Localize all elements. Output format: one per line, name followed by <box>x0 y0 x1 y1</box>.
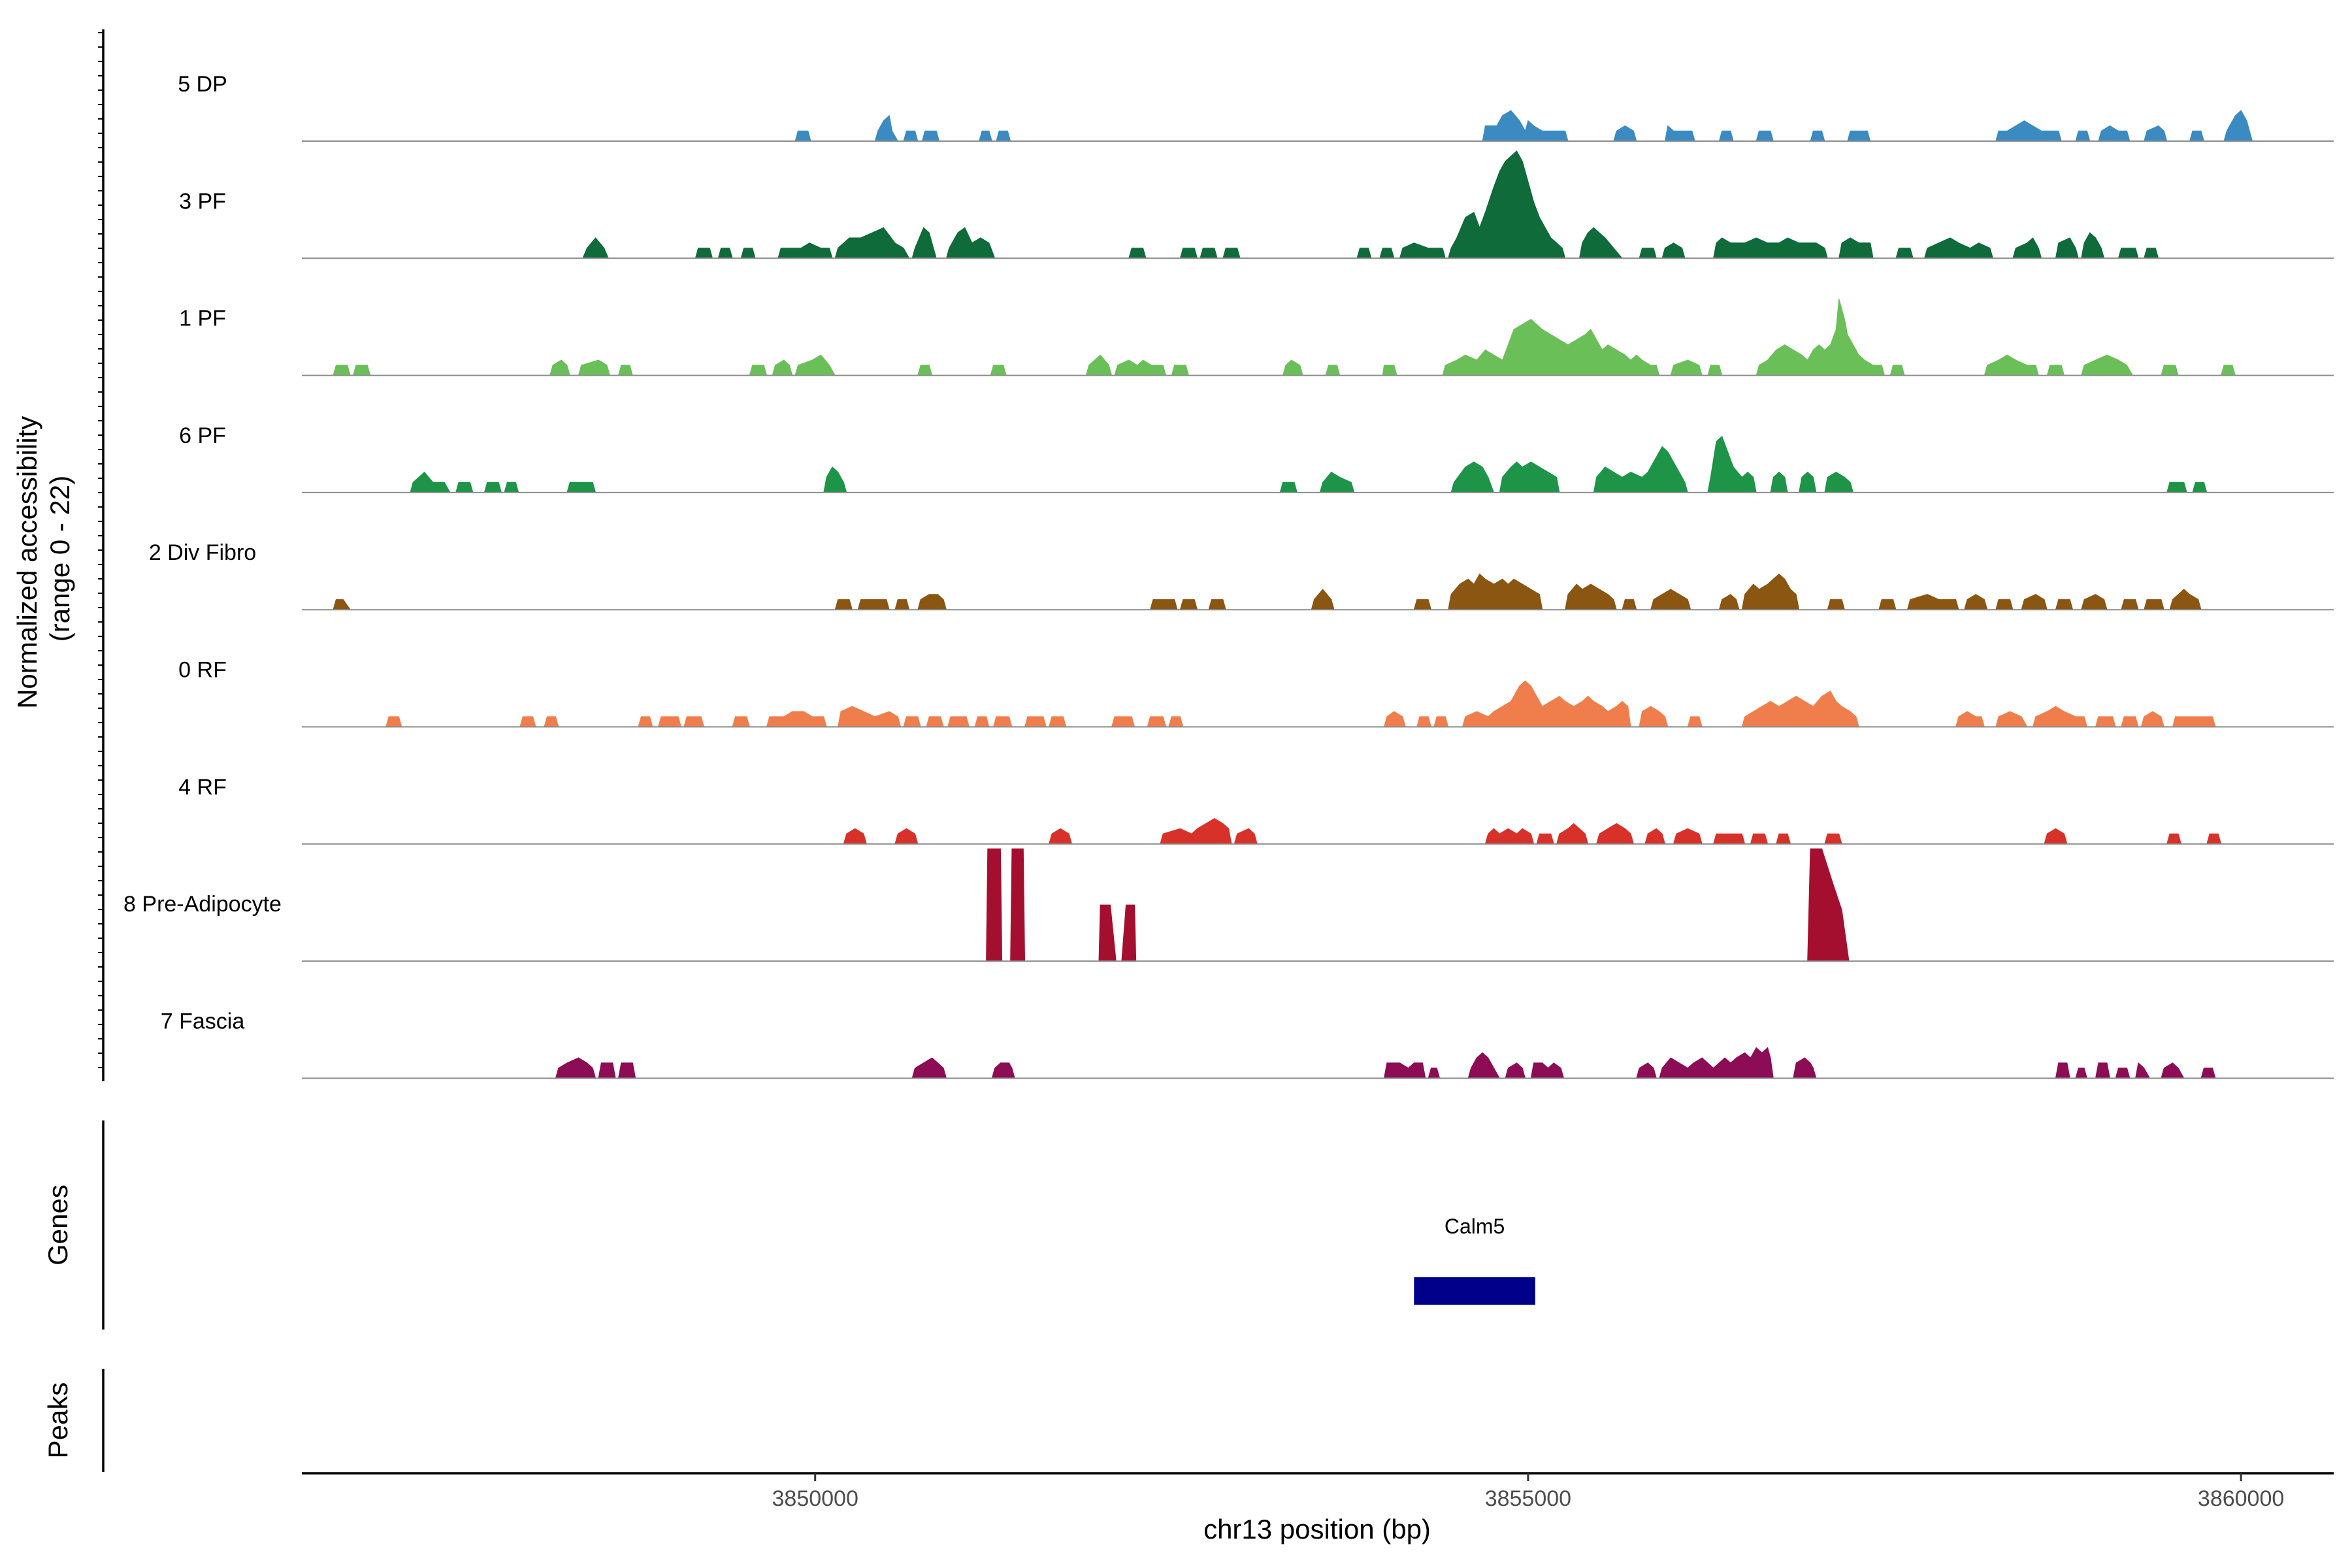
track-label: 0 RF <box>178 658 227 683</box>
coverage-area-0-rf <box>385 680 2216 727</box>
track-label: 3 PF <box>179 189 226 214</box>
coverage-y-axis-title: Normalized accessibility (range 0 - 22) <box>12 408 75 709</box>
peaks-track-label: Peaks <box>42 1382 73 1459</box>
coverage-area-2-div-fibro <box>333 573 2202 610</box>
coverage-area-4-rf <box>843 818 2222 845</box>
track-label: 2 Div Fibro <box>149 540 256 565</box>
track-6-pf: 6 PF <box>179 423 2334 493</box>
track-1-pf: 1 PF <box>179 299 2334 376</box>
track-0-rf: 0 RF <box>178 658 2334 728</box>
track-2-div-fibro: 2 Div Fibro <box>149 540 2334 611</box>
peaks-track: Peaks <box>42 1369 105 1472</box>
coverage-area-7-fascia <box>555 1047 2216 1079</box>
coverage-tracks: 5 DP 3 PF 1 PF 6 PF 2 Div Fibro 0 RF 4 RF 8 Pre… <box>123 72 2334 1079</box>
coverage-area-8-pre-adipocyte <box>986 848 1850 962</box>
coverage-area-1-pf <box>333 299 2236 376</box>
x-axis-title: chr13 position (bp) <box>1203 1514 1431 1544</box>
track-label: 5 DP <box>178 72 227 97</box>
track-3-pf: 3 PF <box>179 150 2334 259</box>
genes-track-label: Genes <box>42 1184 73 1266</box>
coverage-area-3-pf <box>582 150 2159 259</box>
x-axis-tick-label: 3850000 <box>772 1486 858 1511</box>
coverage-y-axis <box>98 29 105 1081</box>
gene-label-calm5: Calm5 <box>1445 1215 1505 1238</box>
track-8-pre-adipocyte: 8 Pre-Adipocyte <box>123 848 2334 962</box>
track-label: 1 PF <box>179 306 226 331</box>
track-label: 7 Fascia <box>161 1009 245 1034</box>
track-label: 6 PF <box>179 423 226 448</box>
track-label: 8 Pre-Adipocyte <box>123 892 282 917</box>
x-axis-tick-label: 3855000 <box>1485 1486 1571 1511</box>
track-label: 4 RF <box>178 775 227 800</box>
coverage-area-5-dp <box>794 110 2253 142</box>
coverage-area-6-pf <box>410 436 2208 493</box>
x-axis: 3850000 3855000 3860000 chr13 position (bp… <box>302 1472 2334 1544</box>
gene-model-calm5 <box>1414 1277 1535 1305</box>
track-4-rf: 4 RF <box>178 775 2334 845</box>
x-axis-tick-label: 3860000 <box>2198 1486 2284 1511</box>
track-5-dp: 5 DP <box>178 72 2334 142</box>
track-7-fascia: 7 Fascia <box>161 1009 2334 1079</box>
genes-track: Genes Calm5 <box>42 1120 1535 1330</box>
